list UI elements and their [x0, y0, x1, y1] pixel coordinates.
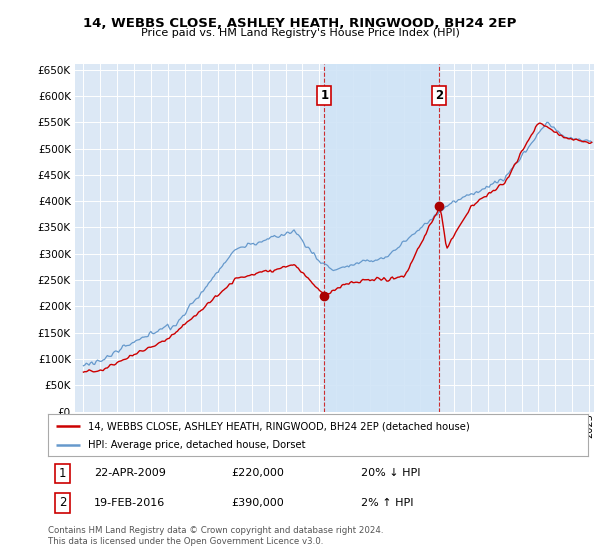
Text: £220,000: £220,000	[232, 468, 284, 478]
Text: Price paid vs. HM Land Registry's House Price Index (HPI): Price paid vs. HM Land Registry's House …	[140, 28, 460, 38]
Text: 2% ↑ HPI: 2% ↑ HPI	[361, 498, 414, 508]
Text: 1: 1	[59, 467, 66, 480]
Text: HPI: Average price, detached house, Dorset: HPI: Average price, detached house, Dors…	[89, 441, 306, 450]
Text: 14, WEBBS CLOSE, ASHLEY HEATH, RINGWOOD, BH24 2EP: 14, WEBBS CLOSE, ASHLEY HEATH, RINGWOOD,…	[83, 17, 517, 30]
Text: Contains HM Land Registry data © Crown copyright and database right 2024.
This d: Contains HM Land Registry data © Crown c…	[48, 526, 383, 546]
Text: 2: 2	[435, 89, 443, 102]
Text: 1: 1	[320, 89, 328, 102]
Text: 19-FEB-2016: 19-FEB-2016	[94, 498, 165, 508]
Text: £390,000: £390,000	[232, 498, 284, 508]
Text: 2: 2	[59, 496, 66, 509]
Text: 14, WEBBS CLOSE, ASHLEY HEATH, RINGWOOD, BH24 2EP (detached house): 14, WEBBS CLOSE, ASHLEY HEATH, RINGWOOD,…	[89, 421, 470, 431]
Bar	[325, 64, 439, 412]
Text: 22-APR-2009: 22-APR-2009	[94, 468, 166, 478]
Text: 20% ↓ HPI: 20% ↓ HPI	[361, 468, 421, 478]
